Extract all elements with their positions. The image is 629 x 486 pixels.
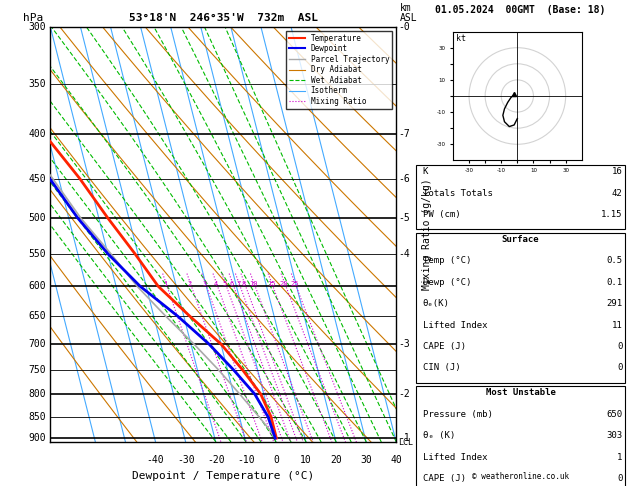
Text: 0: 0 (617, 342, 623, 351)
Text: hPa: hPa (23, 13, 43, 22)
Text: -10: -10 (237, 455, 255, 465)
Text: 11: 11 (612, 321, 623, 330)
Text: Totals Totals: Totals Totals (423, 189, 493, 198)
Text: Mixing Ratio (g/kg): Mixing Ratio (g/kg) (423, 179, 432, 290)
Text: 900: 900 (28, 433, 46, 443)
Text: Dewp (°C): Dewp (°C) (423, 278, 471, 287)
Text: 850: 850 (28, 412, 46, 422)
Text: -1: -1 (398, 433, 409, 443)
Text: 350: 350 (28, 79, 46, 89)
Text: 10: 10 (249, 281, 257, 287)
Text: 0.1: 0.1 (606, 278, 623, 287)
Text: 1.15: 1.15 (601, 210, 623, 219)
Text: 1: 1 (617, 452, 623, 462)
Text: 650: 650 (28, 311, 46, 321)
Text: 500: 500 (28, 213, 46, 223)
Text: 1: 1 (163, 281, 167, 287)
Text: 25: 25 (290, 281, 299, 287)
Text: 7: 7 (236, 281, 240, 287)
Text: Pressure (mb): Pressure (mb) (423, 410, 493, 419)
Text: -7: -7 (398, 129, 409, 139)
Text: Lifted Index: Lifted Index (423, 321, 487, 330)
Text: 800: 800 (28, 389, 46, 399)
Text: 750: 750 (28, 365, 46, 375)
Text: K: K (423, 167, 428, 176)
Text: -4: -4 (398, 249, 409, 259)
Text: -3: -3 (398, 339, 409, 349)
Text: -40: -40 (147, 455, 164, 465)
Text: -30: -30 (177, 455, 194, 465)
Text: θₑ(K): θₑ(K) (423, 299, 450, 308)
Text: 0: 0 (617, 364, 623, 372)
Text: Most Unstable: Most Unstable (486, 388, 555, 398)
Text: CAPE (J): CAPE (J) (423, 474, 466, 483)
Text: -6: -6 (398, 174, 409, 184)
Text: 10: 10 (300, 455, 312, 465)
Text: -20: -20 (207, 455, 225, 465)
Text: 600: 600 (28, 281, 46, 291)
Text: 8: 8 (242, 281, 246, 287)
Text: 0.5: 0.5 (606, 257, 623, 265)
Text: 40: 40 (391, 455, 402, 465)
Text: 4: 4 (214, 281, 218, 287)
Text: 5: 5 (223, 281, 226, 287)
Text: 20: 20 (330, 455, 342, 465)
Text: 42: 42 (612, 189, 623, 198)
Text: -0: -0 (398, 22, 409, 32)
Bar (416, 386, 625, 486)
Text: Lifted Index: Lifted Index (423, 452, 487, 462)
Text: 0: 0 (617, 474, 623, 483)
Text: LCL: LCL (398, 438, 413, 447)
Text: 700: 700 (28, 339, 46, 349)
Text: 303: 303 (606, 431, 623, 440)
Text: Temp (°C): Temp (°C) (423, 257, 471, 265)
Text: 400: 400 (28, 129, 46, 139)
Text: PW (cm): PW (cm) (423, 210, 460, 219)
Legend: Temperature, Dewpoint, Parcel Trajectory, Dry Adiabat, Wet Adiabat, Isotherm, Mi: Temperature, Dewpoint, Parcel Trajectory… (286, 31, 392, 109)
Text: 01.05.2024  00GMT  (Base: 18): 01.05.2024 00GMT (Base: 18) (435, 5, 606, 15)
Bar (416, 233, 625, 382)
Text: 15: 15 (267, 281, 276, 287)
Text: 291: 291 (606, 299, 623, 308)
Text: 300: 300 (28, 22, 46, 32)
Text: 650: 650 (606, 410, 623, 419)
Text: 30: 30 (360, 455, 372, 465)
Text: θₑ (K): θₑ (K) (423, 431, 455, 440)
Text: -2: -2 (398, 389, 409, 399)
Text: 6: 6 (230, 281, 234, 287)
Text: 16: 16 (612, 167, 623, 176)
Text: CAPE (J): CAPE (J) (423, 342, 466, 351)
Bar (416, 165, 625, 229)
Text: 53°18'N  246°35'W  732m  ASL: 53°18'N 246°35'W 732m ASL (129, 13, 318, 22)
Text: © weatheronline.co.uk: © weatheronline.co.uk (472, 472, 569, 481)
Text: 2: 2 (187, 281, 192, 287)
Text: -5: -5 (398, 213, 409, 223)
Text: 550: 550 (28, 249, 46, 259)
Text: 0: 0 (273, 455, 279, 465)
Text: Dewpoint / Temperature (°C): Dewpoint / Temperature (°C) (132, 471, 314, 481)
Text: 3: 3 (203, 281, 207, 287)
Text: Surface: Surface (502, 235, 539, 244)
Text: 20: 20 (280, 281, 288, 287)
Text: CIN (J): CIN (J) (423, 364, 460, 372)
Text: 450: 450 (28, 174, 46, 184)
Text: km
ASL: km ASL (400, 2, 418, 22)
Text: kt: kt (455, 34, 465, 43)
